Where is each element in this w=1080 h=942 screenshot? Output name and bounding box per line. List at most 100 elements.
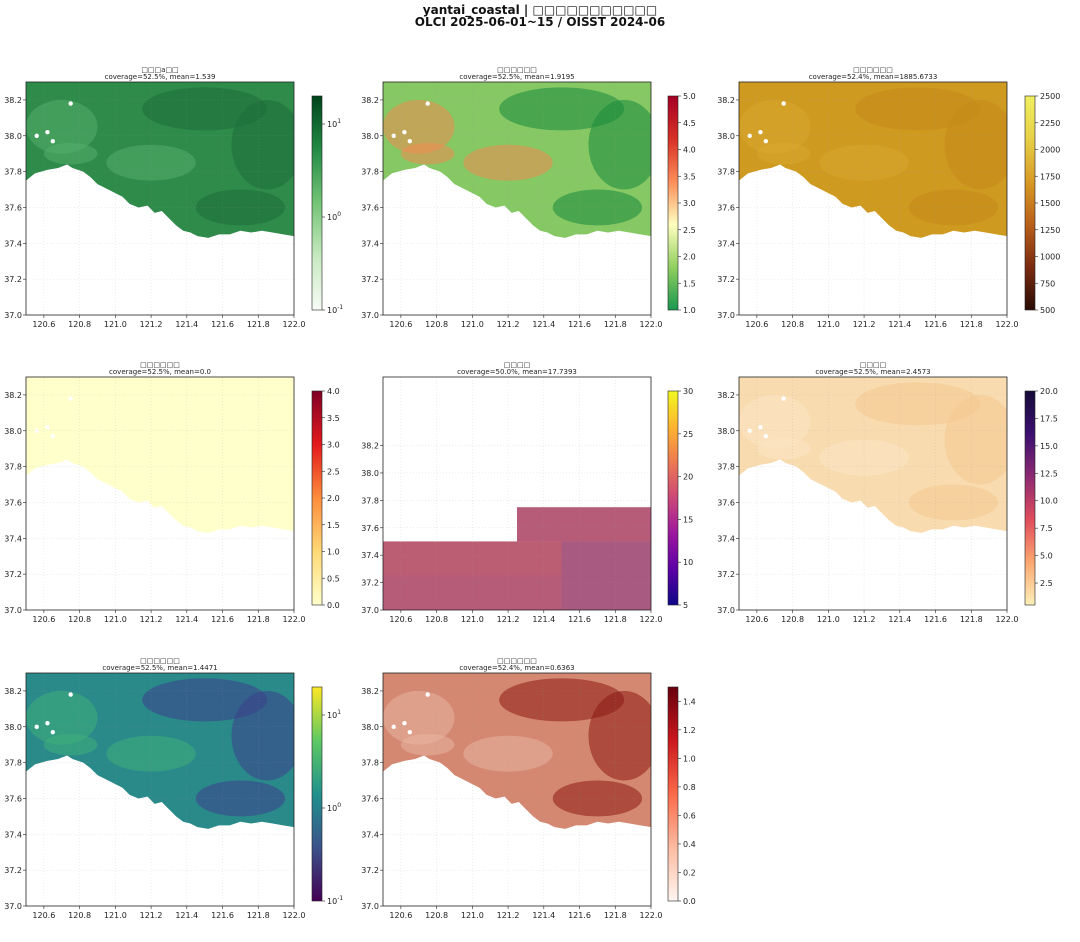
x-tick-label: 120.8: [68, 615, 91, 624]
y-tick-label: 38.0: [4, 427, 22, 436]
figure-subtitle: OLCI 2025-06-01~15 / OISST 2024-06: [414, 15, 666, 29]
x-tick-label: 120.8: [425, 615, 448, 624]
island-gap: [68, 396, 73, 401]
colorbar-tick-label: 1.4: [683, 697, 696, 706]
panel-stats: coverage=52.5%, mean=1.539: [104, 73, 216, 81]
x-tick-label: 121.4: [532, 320, 555, 329]
x-tick-label: 121.4: [175, 615, 198, 624]
field-texture: [195, 484, 286, 521]
colorbar-tick-label: 1250: [1040, 226, 1060, 235]
colorbar-tick-label: 1750: [1040, 172, 1060, 181]
y-tick-label: 38.0: [361, 469, 379, 478]
y-tick-label: 38.0: [4, 723, 22, 732]
y-tick-label: 37.2: [4, 275, 22, 284]
x-tick-label: 121.0: [461, 320, 484, 329]
y-tick-label: 38.2: [361, 442, 379, 451]
colorbar-tick-label: 1500: [1040, 199, 1060, 208]
colorbar-tick-label: 3.0: [683, 199, 696, 208]
field-texture: [588, 690, 651, 781]
x-tick-label: 121.8: [604, 911, 627, 920]
field-texture: [43, 437, 98, 460]
y-tick-label: 38.2: [4, 687, 22, 696]
y-tick-label: 37.6: [717, 498, 735, 507]
x-tick-label: 122.0: [283, 615, 306, 624]
island-gap: [758, 424, 763, 430]
colorbar-tick-label: 25: [683, 430, 693, 439]
colorbar-tick-label: 0.5: [327, 574, 340, 583]
y-tick-label: 37.0: [4, 311, 22, 320]
colorbar-tick-label: 10-1: [327, 895, 343, 906]
x-tick-label: 121.2: [497, 320, 520, 329]
colorbar-tick-label: 101: [327, 118, 341, 129]
island-gap: [45, 129, 50, 135]
x-tick-label: 121.6: [211, 320, 234, 329]
panel-stats: coverage=52.4%, mean=0.6363: [459, 664, 575, 672]
y-tick-label: 37.0: [361, 606, 379, 615]
x-tick-label: 122.0: [640, 615, 663, 624]
colorbar-tick-label: 3.5: [683, 172, 696, 181]
colorbar-tick-label: 500: [1040, 306, 1055, 315]
colorbar-tick-label: 17.5: [1040, 414, 1058, 423]
field-texture: [908, 484, 999, 521]
x-tick-label: 122.0: [640, 911, 663, 920]
panel-title: □□□a□□: [141, 66, 179, 74]
colorbar-tick-label: 100: [327, 802, 341, 813]
colorbar-tick-label: 15.0: [1040, 442, 1058, 451]
field-texture: [552, 780, 643, 817]
island-gap: [45, 720, 50, 726]
y-tick-label: 37.4: [4, 239, 22, 248]
x-tick-label: 121.2: [140, 615, 163, 624]
y-tick-label: 37.0: [4, 606, 22, 615]
x-tick-label: 120.8: [425, 320, 448, 329]
field-texture: [855, 382, 981, 426]
colorbar-tick-label: 0.8: [683, 783, 696, 792]
colorbar-tick-label: 5: [683, 601, 688, 610]
y-tick-label: 37.2: [361, 579, 379, 588]
island-gap: [402, 720, 407, 726]
field-texture: [43, 142, 98, 165]
y-tick-label: 38.0: [361, 132, 379, 141]
y-tick-label: 37.6: [361, 794, 379, 803]
panel-title: □□□□: [503, 361, 531, 369]
colorbar-tick-label: 2.0: [327, 494, 340, 503]
x-tick-label: 121.2: [140, 911, 163, 920]
colorbar-tick-label: 12.5: [1040, 469, 1058, 478]
x-tick-label: 121.0: [817, 320, 840, 329]
colorbar-tick-label: 1.5: [327, 521, 340, 530]
field-texture: [499, 678, 625, 722]
x-tick-label: 121.0: [104, 615, 127, 624]
island-gap: [50, 433, 55, 439]
x-tick-label: 120.6: [32, 320, 55, 329]
x-tick-label: 121.6: [568, 911, 591, 920]
x-tick-label: 121.0: [817, 615, 840, 624]
island-gap: [763, 433, 768, 439]
island-gap: [34, 133, 39, 138]
island-gap: [407, 138, 412, 144]
x-tick-label: 120.6: [32, 911, 55, 920]
x-tick-label: 121.8: [604, 320, 627, 329]
field-texture: [739, 99, 811, 154]
x-tick-label: 121.0: [104, 911, 127, 920]
island-gap: [68, 692, 73, 697]
field-texture: [944, 394, 1007, 485]
colorbar-tick-label: 10-1: [327, 304, 343, 315]
axes-frame: [382, 81, 652, 316]
island-gap: [68, 101, 73, 106]
y-tick-label: 38.2: [717, 391, 735, 400]
colorbar-tick-label: 5.0: [683, 92, 696, 101]
colorbar-tick-label: 20.0: [1040, 387, 1058, 396]
island-gap: [407, 729, 412, 735]
x-tick-label: 122.0: [996, 615, 1019, 624]
x-tick-label: 121.0: [104, 320, 127, 329]
colorbar-tick-label: 0.0: [683, 897, 696, 906]
colorbar-tick-label: 10.0: [1040, 497, 1058, 506]
y-tick-label: 37.2: [361, 275, 379, 284]
x-tick-label: 120.8: [68, 320, 91, 329]
colorbar-tick-label: 100: [327, 211, 341, 222]
panel-title: □□□□□□: [497, 66, 537, 74]
x-tick-label: 121.4: [175, 320, 198, 329]
x-tick-label: 121.8: [960, 320, 983, 329]
field-texture: [383, 690, 455, 745]
